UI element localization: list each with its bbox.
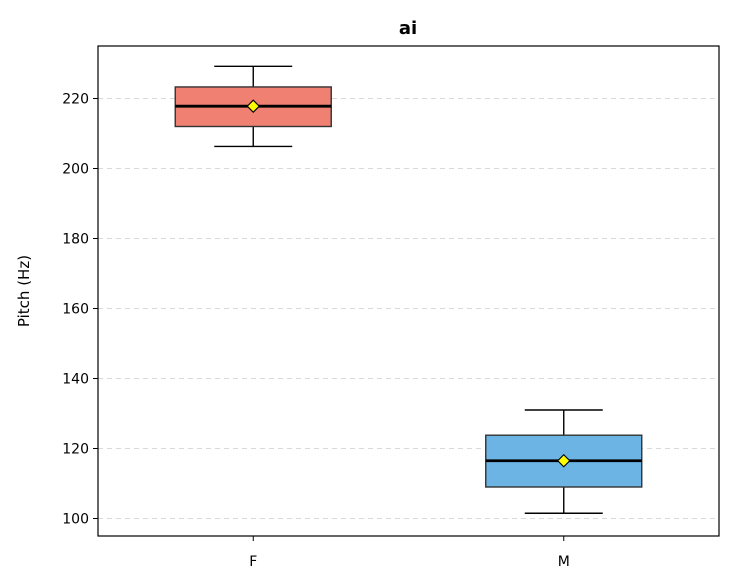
- y-tick-label: 140: [62, 372, 89, 388]
- axes: 100 120 140 160 180 200 220 F M: [62, 92, 570, 571]
- y-axis-label: Pitch (Hz): [15, 255, 33, 327]
- box-M: [485, 409, 643, 514]
- mean-marker: [556, 453, 571, 468]
- y-tick-label: 180: [62, 232, 89, 248]
- y-tick-label: 120: [62, 442, 89, 458]
- x-tick-label: F: [249, 554, 257, 570]
- x-tick-label: M: [558, 554, 570, 570]
- mean-marker: [246, 99, 261, 113]
- boxes: [174, 65, 643, 514]
- y-tick-label: 100: [62, 512, 89, 528]
- plot-frame: [97, 45, 720, 537]
- box-F: [174, 65, 332, 148]
- y-tick-label: 220: [62, 92, 89, 108]
- y-tick-label: 160: [62, 302, 89, 318]
- chart-title: ai: [399, 18, 417, 39]
- y-tick-label: 200: [62, 162, 89, 178]
